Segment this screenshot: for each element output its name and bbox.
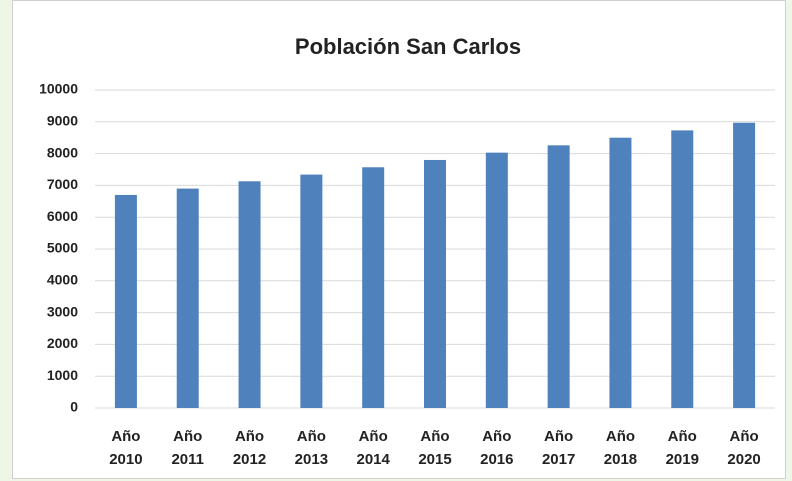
bar <box>609 137 632 408</box>
chart-frame <box>12 0 786 479</box>
y-tick-label: 5000 <box>47 240 78 256</box>
y-tick-label: 0 <box>70 399 78 415</box>
x-tick-label: Año 2020 <box>727 428 761 468</box>
bar <box>300 174 323 408</box>
y-tick-label: 1000 <box>47 367 78 383</box>
y-tick-label: 7000 <box>47 176 78 192</box>
y-tick-label: 9000 <box>47 113 78 129</box>
y-tick-label: 8000 <box>47 144 78 160</box>
bar <box>485 152 508 408</box>
y-tick-label: 6000 <box>47 208 78 224</box>
bar <box>671 130 694 409</box>
bar <box>114 194 137 408</box>
y-tick-label: 4000 <box>47 272 78 288</box>
chart-title: Población San Carlos <box>295 34 521 59</box>
x-tick-label: Año 2017 <box>541 428 576 468</box>
x-tick-label: Año 2013 <box>294 428 329 468</box>
x-tick-label: Año 2012 <box>232 428 267 468</box>
x-tick-label: Año 2016 <box>480 428 514 468</box>
x-tick-label: Año 2018 <box>603 428 638 468</box>
bar <box>547 145 570 408</box>
bar <box>424 159 446 408</box>
bar <box>238 181 261 408</box>
y-tick-label: 3000 <box>47 303 78 319</box>
x-tick-label: Año 2019 <box>665 428 699 468</box>
x-tick-label: Año 2010 <box>109 428 143 468</box>
bar <box>362 167 385 408</box>
bar <box>176 188 199 408</box>
x-tick-label: Año 2015 <box>418 428 452 468</box>
y-tick-label: 2000 <box>47 335 78 351</box>
x-tick-label: Año 2014 <box>356 428 390 468</box>
x-tick-label: Año 2011 <box>171 428 204 468</box>
y-tick-label: 10000 <box>39 81 78 97</box>
bar <box>733 122 756 408</box>
